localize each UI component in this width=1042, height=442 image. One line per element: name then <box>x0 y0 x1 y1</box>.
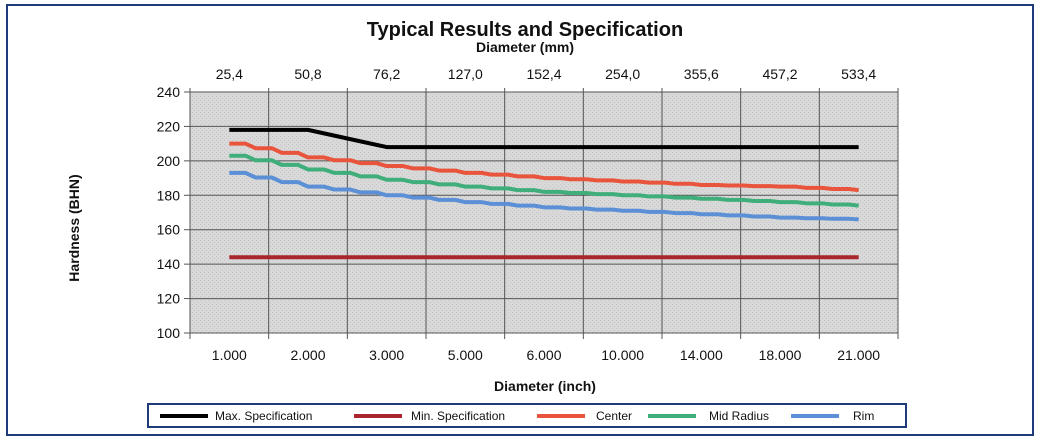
legend-label: Min. Specification <box>411 409 505 423</box>
top-x-tick-label: 254,0 <box>605 66 640 82</box>
y-tick-label: 160 <box>157 222 181 238</box>
legend: Max. Specification Min. Specification Cent… <box>147 403 907 428</box>
x-tick-label: 18.000 <box>759 347 802 363</box>
x-tick-label: 5.000 <box>448 347 483 363</box>
x-axis-label: Diameter (inch) <box>494 378 596 394</box>
top-x-tick-label: 50,8 <box>294 66 321 82</box>
top-x-tick-label: 457,2 <box>762 66 797 82</box>
top-x-tick-label: 25,4 <box>216 66 243 82</box>
series-line-max-specification <box>229 127 859 150</box>
top-axis-label: Diameter (mm) <box>476 39 574 55</box>
y-tick-label: 100 <box>157 325 181 341</box>
chart-title: Typical Results and Specification <box>367 19 683 41</box>
y-tick-label: 220 <box>157 118 181 134</box>
series-line-center <box>229 141 859 193</box>
y-tick-label: 140 <box>157 256 181 272</box>
x-tick-label: 14.000 <box>680 347 723 363</box>
legend-label: Center <box>596 409 632 423</box>
legend-label: Mid Radius <box>709 409 769 423</box>
y-tick-label: 240 <box>157 84 181 100</box>
legend-label: Rim <box>853 409 874 423</box>
top-x-tick-label: 533,4 <box>841 66 876 82</box>
legend-label: Max. Specification <box>215 409 312 423</box>
series-line-rim <box>229 170 859 222</box>
x-tick-label: 3.000 <box>369 347 404 363</box>
legend-box <box>147 403 907 428</box>
top-x-tick-label: 355,6 <box>684 66 719 82</box>
plot-area: 100 120 140 160 180 200 220 240 1.000 2.000 3.000 5… <box>157 66 899 363</box>
x-tick-label: 2.000 <box>290 347 325 363</box>
x-tick-label: 1.000 <box>212 347 247 363</box>
series-line-mid-radius <box>229 153 859 208</box>
y-tick-label: 200 <box>157 153 181 169</box>
top-x-tick-label: 76,2 <box>373 66 400 82</box>
x-tick-label: 21.000 <box>837 347 880 363</box>
y-axis-label: Hardness (BHN) <box>66 174 82 281</box>
plot-background <box>189 91 899 334</box>
y-tick-label: 120 <box>157 291 181 307</box>
y-tick-label: 180 <box>157 187 181 203</box>
top-x-tick-label: 127,0 <box>448 66 483 82</box>
x-tick-label: 10.000 <box>601 347 644 363</box>
x-tick-label: 6.000 <box>526 347 561 363</box>
top-x-tick-label: 152,4 <box>526 66 561 82</box>
